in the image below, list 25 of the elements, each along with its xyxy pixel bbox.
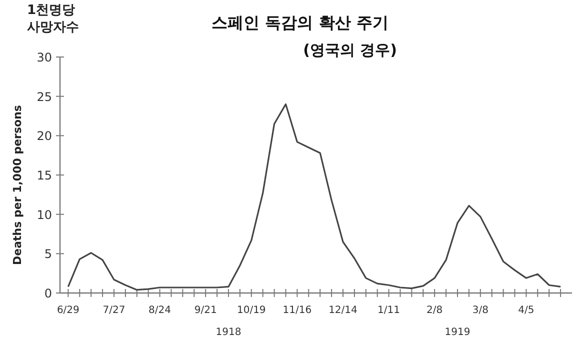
y-axis-title: Deaths per 1,000 persons	[11, 104, 24, 265]
x-tick-label: 9/21	[194, 305, 217, 316]
text: 1919	[444, 327, 470, 338]
y-tick-label: 30	[36, 50, 52, 64]
chart-subtitle: (영국의 경우)	[303, 41, 397, 59]
x-tick-label: 1/11	[378, 305, 400, 316]
y-tick-label: 10	[36, 208, 52, 222]
x-tick-label: 2/8	[426, 305, 443, 316]
text: 1918	[216, 327, 242, 338]
y-tick-label: 15	[36, 168, 52, 182]
chart-title: 스페인 독감의 확산 주기	[212, 13, 388, 32]
x-tick-label: 7/27	[102, 305, 126, 316]
x-tick-label: 10/19	[236, 305, 266, 316]
text: 1천명당 사망자수	[27, 3, 79, 35]
y-tick-label: 20	[36, 129, 52, 144]
x-tick-label: 3/8	[472, 305, 488, 316]
y-tick-label: 0	[44, 286, 52, 300]
line-series	[67, 103, 562, 291]
x-tick-label: 11/16	[282, 305, 312, 316]
x-tick-label: 12/14	[328, 305, 358, 316]
y-tick-label: 25	[36, 90, 52, 104]
y-tick-label: 5	[44, 247, 52, 262]
x-tick-label: 4/5	[518, 305, 534, 316]
x-tick-label: 6/29	[56, 305, 80, 316]
x-tick-label: 8/24	[148, 305, 172, 316]
